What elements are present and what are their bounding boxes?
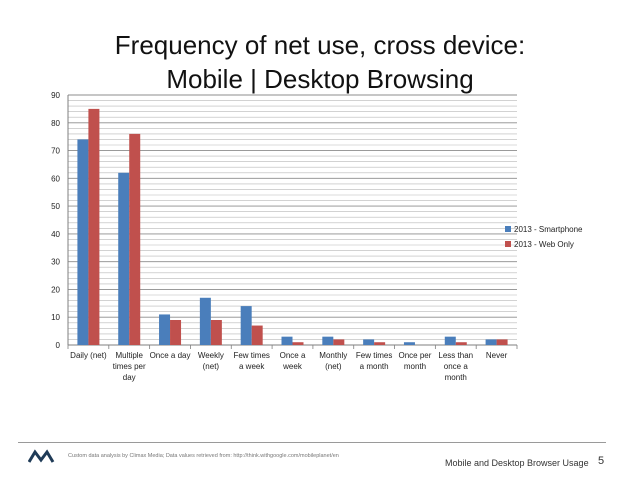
footer-title: Mobile and Desktop Browser Usage (445, 458, 589, 468)
bar-web-only (374, 342, 386, 345)
bar-web-only (129, 133, 141, 345)
bar-web-only (170, 320, 182, 345)
x-tick-label: Few times a week (233, 351, 269, 371)
slide-title: Frequency of net use, cross device: Mobi… (60, 28, 580, 96)
bar-smartphone (281, 336, 293, 345)
slide-title-line-2: Mobile | Desktop Browsing (166, 64, 474, 94)
y-tick-label: 10 (51, 313, 60, 322)
y-tick-label: 30 (51, 258, 60, 267)
x-tick-label: Never (486, 351, 508, 360)
legend-swatch (505, 226, 511, 232)
footer-divider (18, 442, 606, 443)
bar-web-only (251, 325, 263, 345)
bar-web-only (333, 339, 345, 345)
bar-chart: 0 10 20 30 40 50 60 70 80 90 Daily (net) Multiple ti… (51, 91, 583, 382)
y-tick-label: 20 (51, 285, 60, 294)
y-tick-label: 60 (51, 174, 60, 183)
legend-label: 2013 - Smartphone (514, 225, 583, 234)
bar-web-only (455, 342, 467, 345)
x-tick-label: Weekly (net) (198, 351, 224, 371)
bar-web-only (88, 108, 100, 345)
bar-smartphone (485, 339, 497, 345)
climax-media-logo (28, 449, 55, 463)
x-tick-label: Few times a month (356, 351, 392, 371)
bar-smartphone (199, 297, 211, 345)
x-tick-label: Multiple times per day (113, 351, 146, 382)
y-tick-label: 50 (51, 202, 60, 211)
page-number: 5 (598, 455, 605, 467)
y-tick-label: 80 (51, 119, 60, 128)
slide-title-line-1: Frequency of net use, cross device: (114, 30, 526, 60)
legend-label: 2013 - Web Only (514, 240, 574, 249)
source-note: Custom data analysis by Climax Media; Da… (68, 453, 339, 459)
bar-web-only (292, 342, 304, 345)
y-tick-label: 70 (51, 147, 60, 156)
y-tick-label: 40 (51, 230, 60, 239)
x-tick-label: Daily (net) (70, 351, 107, 360)
bar-smartphone (77, 139, 89, 345)
y-tick-label: 0 (56, 341, 61, 350)
bar-smartphone (159, 314, 171, 345)
x-tick-label: Less than once a month (438, 351, 473, 382)
legend-swatch (505, 241, 511, 247)
bar-smartphone (322, 336, 334, 345)
bar-web-only (210, 320, 222, 345)
y-tick-label: 90 (51, 91, 60, 100)
x-tick-label: Once per month (399, 351, 432, 371)
bar-smartphone (444, 336, 456, 345)
bar-web-only (496, 339, 508, 345)
x-tick-label: Once a day (150, 351, 191, 360)
bar-smartphone (240, 306, 252, 345)
bar-smartphone (118, 172, 130, 345)
x-tick-label: Once a week (280, 351, 306, 371)
bar-smartphone (363, 339, 375, 345)
bar-smartphone (403, 342, 415, 345)
x-tick-label: Monthly (net) (319, 351, 347, 371)
